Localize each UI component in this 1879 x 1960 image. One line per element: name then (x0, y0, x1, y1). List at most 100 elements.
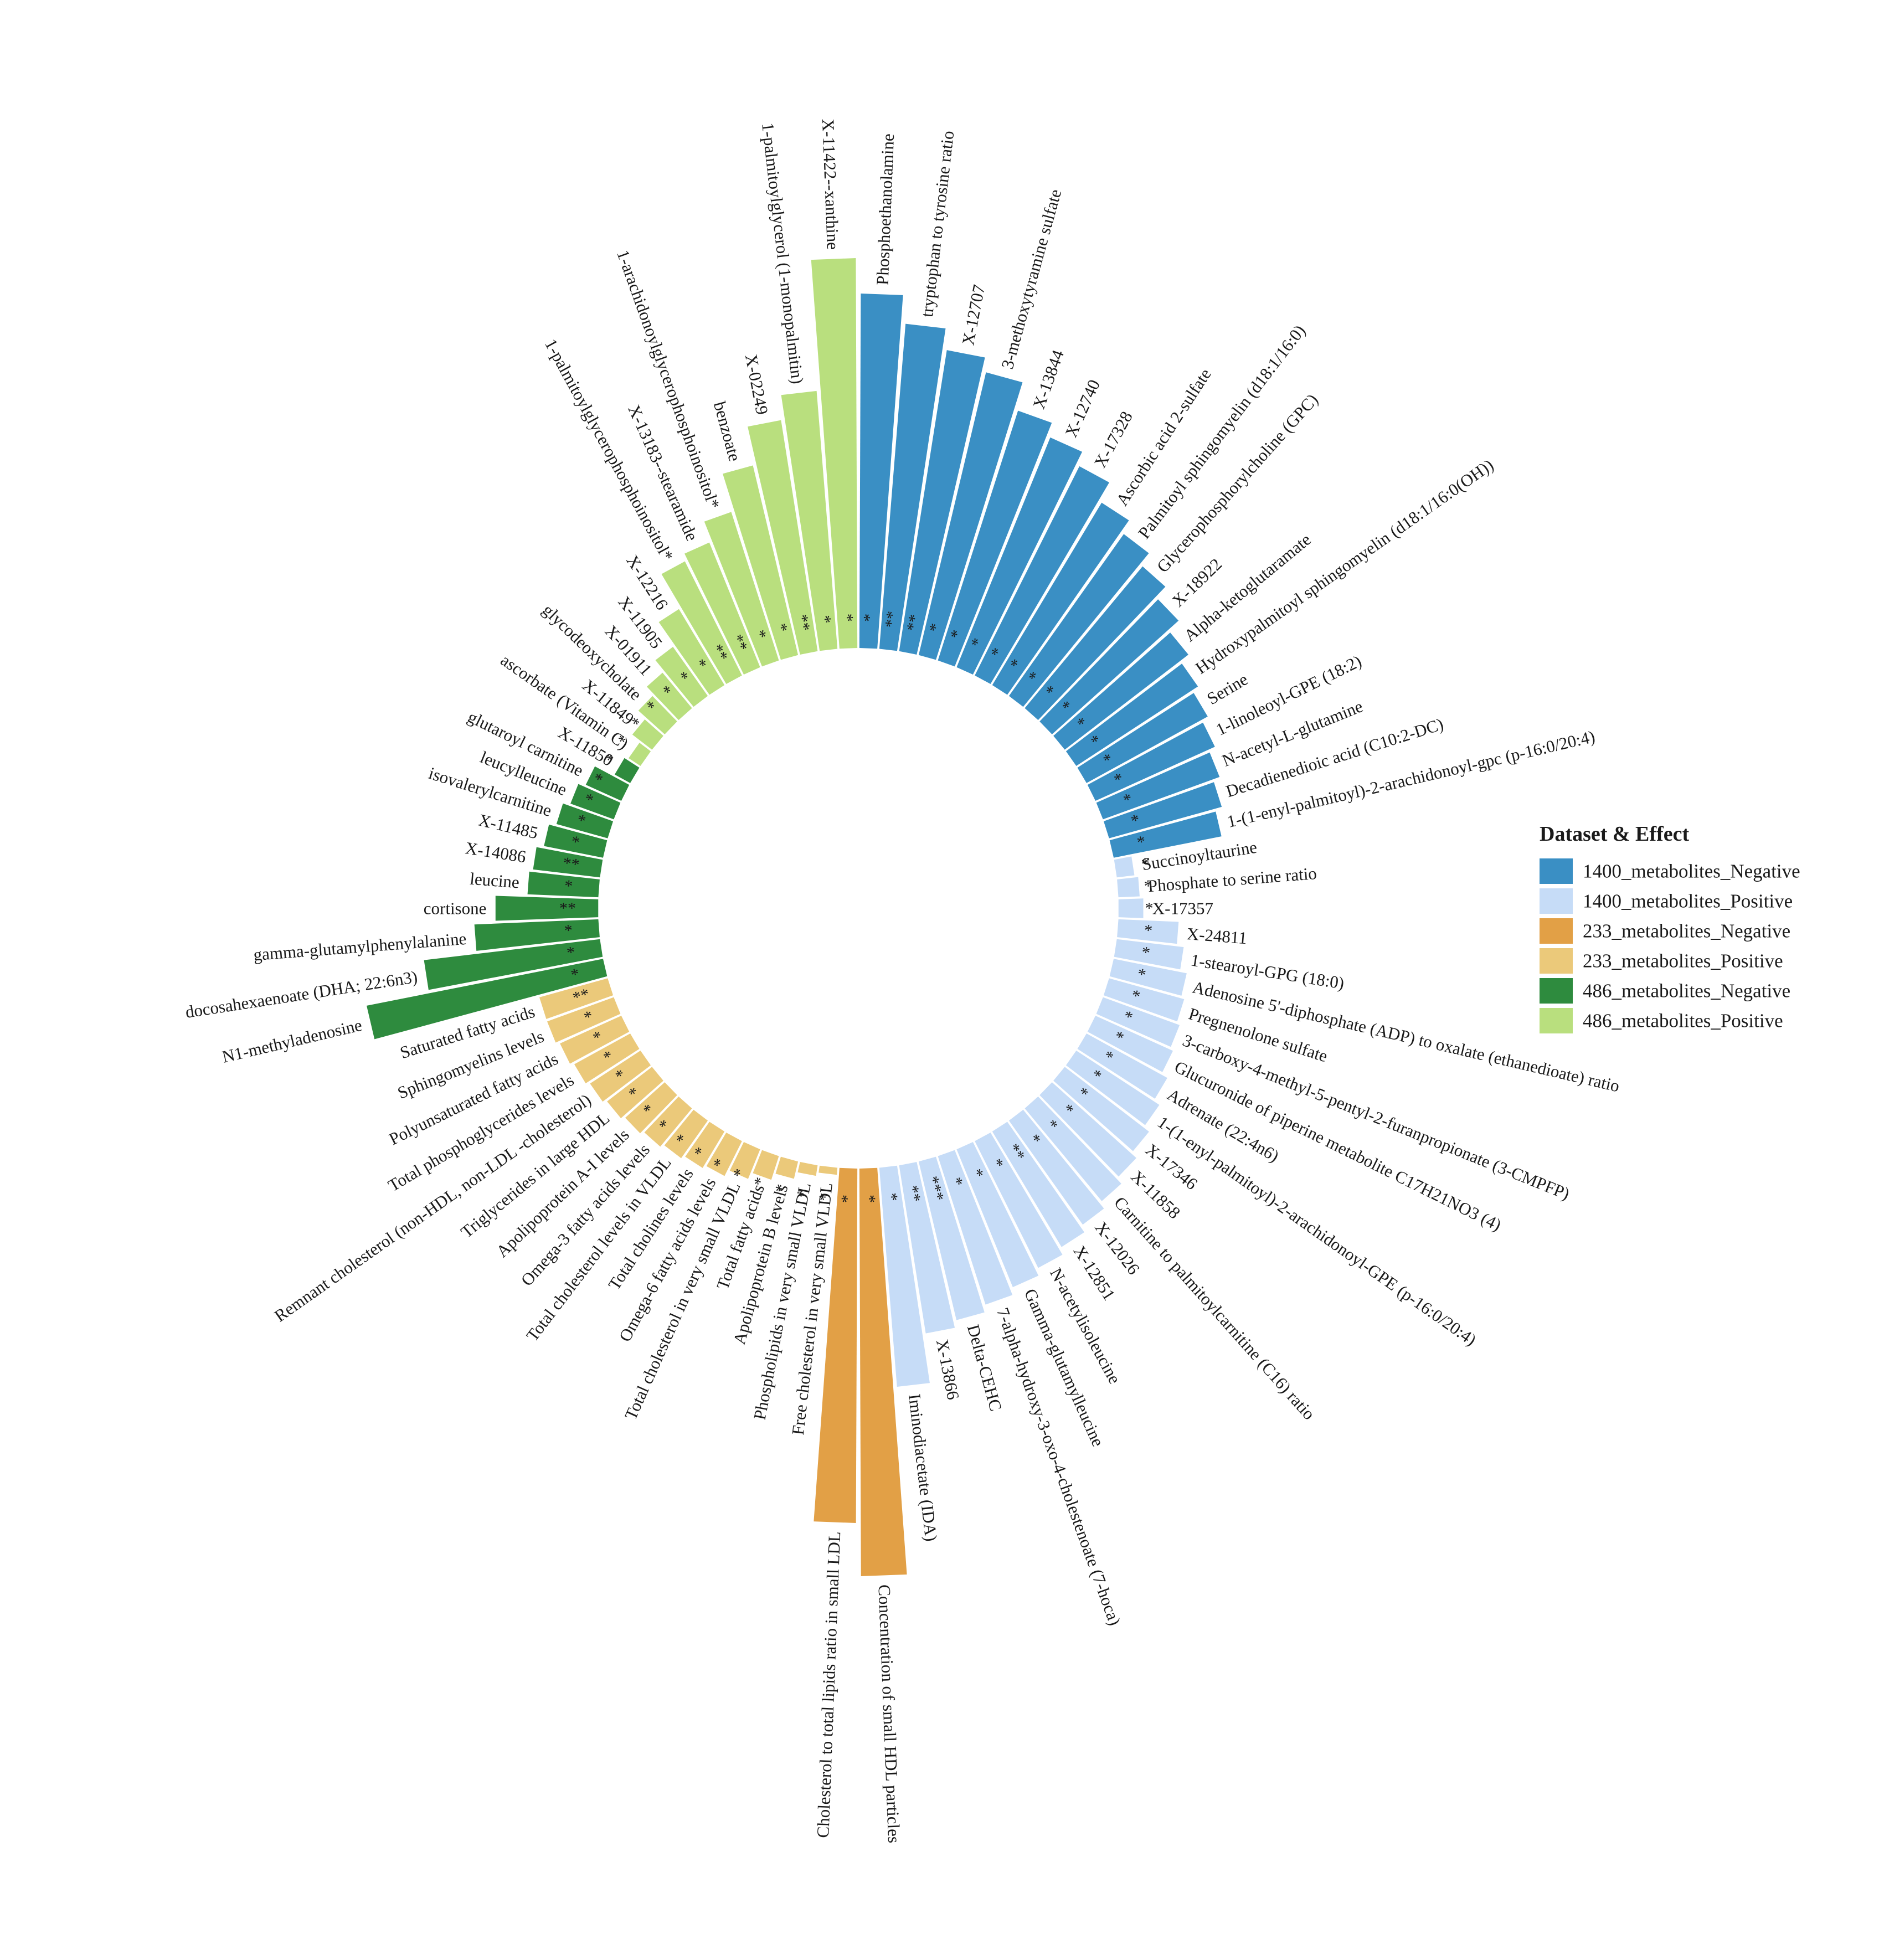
bar-label: X-11485 (477, 810, 540, 843)
bar (664, 1109, 708, 1159)
significance-marker: * (1135, 965, 1147, 985)
bar (1087, 722, 1215, 801)
bar (1109, 811, 1222, 858)
bar (1096, 997, 1180, 1047)
bars-layer (367, 258, 1222, 1576)
significance-marker: * (1140, 943, 1151, 963)
bar (938, 1150, 1013, 1305)
legend-label: 1400_metabolites_Negative (1583, 861, 1800, 882)
bar (367, 959, 608, 1040)
significance-marker: * (564, 921, 573, 940)
bar (1118, 898, 1144, 918)
bar (1077, 1033, 1167, 1099)
significance-marker: ** (792, 613, 814, 633)
significance-marker: * (816, 1192, 835, 1202)
bar (533, 847, 603, 878)
bar-label: Carnitine to palmitoylcarnitine (C16) ra… (1110, 1193, 1319, 1424)
bar (632, 719, 663, 750)
bar (614, 758, 640, 783)
bar (655, 646, 708, 707)
bar-label: X-11422--xanthine (818, 119, 843, 250)
legend-title: Dataset & Effect (1540, 822, 1689, 846)
bar (527, 871, 600, 898)
legend-swatch (1540, 978, 1573, 1004)
significance-marker: * (838, 1194, 857, 1203)
legend-swatch (1540, 1008, 1573, 1033)
bar (1008, 534, 1149, 707)
bar-label: X-13844 (1029, 347, 1068, 411)
bar-label: X-13866 (933, 1337, 963, 1401)
bar (574, 1033, 640, 1084)
bar-label: X-12740 (1061, 377, 1104, 440)
significance-marker: ** (559, 899, 576, 918)
bar (797, 1162, 818, 1176)
significance-marker: * (1140, 854, 1151, 873)
bar (1025, 1096, 1121, 1201)
bar (661, 561, 742, 685)
legend-label: 233_metabolites_Negative (1583, 920, 1790, 942)
bar-label: X-14086 (464, 838, 527, 866)
bar (811, 258, 858, 649)
bar (899, 1162, 955, 1334)
significance-marker: * (1135, 832, 1147, 852)
bar (704, 512, 779, 667)
bar (685, 1122, 725, 1168)
bar (1103, 978, 1185, 1022)
bar (646, 672, 692, 721)
significance-marker: * (569, 832, 581, 852)
bar (1053, 1067, 1149, 1151)
bar-label: X-17328 (1090, 408, 1136, 471)
significance-marker: * (793, 1188, 812, 1200)
significance-marker: ** (562, 853, 581, 874)
significance-marker: * (860, 1194, 879, 1203)
bar (879, 1165, 930, 1387)
bar (781, 390, 838, 651)
bar (992, 1122, 1085, 1247)
bar (560, 1015, 630, 1064)
bar-label: N1-methyladenosine (220, 1015, 364, 1067)
bar (956, 437, 1083, 675)
bar (590, 1051, 651, 1102)
bar (899, 350, 985, 655)
bar-label: benzoate (710, 399, 745, 463)
bar (975, 466, 1110, 685)
bar (556, 803, 614, 838)
significance-marker: * (564, 877, 573, 896)
bar (753, 1150, 779, 1180)
bar (814, 1167, 858, 1523)
significance-marker: * (816, 614, 835, 625)
bar (1103, 782, 1222, 838)
bar (1025, 566, 1166, 721)
legend: Dataset & Effect 1400_metabolites_Negati… (1540, 822, 1800, 1033)
bar (1087, 1015, 1173, 1072)
significance-marker: *** (923, 1174, 948, 1203)
legend-swatch (1540, 918, 1573, 944)
significance-marker: ** (903, 1184, 924, 1204)
bar (723, 465, 799, 660)
bar (547, 997, 621, 1043)
bar-label: Serine (1203, 670, 1251, 709)
bar (585, 766, 630, 801)
bar-label: Iminodiacetate (IDA) (905, 1393, 941, 1542)
bar (859, 294, 903, 649)
bar-label: tryptophan to tyrosine ratio (917, 130, 958, 318)
bar (818, 1165, 838, 1175)
legend-label: 233_metabolites_Positive (1583, 950, 1783, 972)
bar-label: 3-methoxytyramine sulfate (997, 187, 1065, 371)
bar (1008, 1109, 1104, 1225)
bar-label: X-17357 (1152, 899, 1213, 918)
bar (570, 784, 621, 820)
significance-marker: * (1144, 877, 1153, 896)
bar (879, 323, 946, 651)
bar (607, 1067, 663, 1119)
significance-layer: * ** ** * **********************************… (559, 610, 1154, 1204)
bar (1117, 919, 1179, 944)
bar-label: Phosphoethanolamine (873, 133, 898, 286)
bar (938, 410, 1052, 667)
bar (474, 919, 600, 951)
bar-label: Cholesterol to total lipids ratio in sma… (813, 1531, 844, 1839)
bar (992, 502, 1129, 695)
bar-label: X-12707 (958, 283, 989, 347)
significance-marker: * (1145, 899, 1154, 918)
